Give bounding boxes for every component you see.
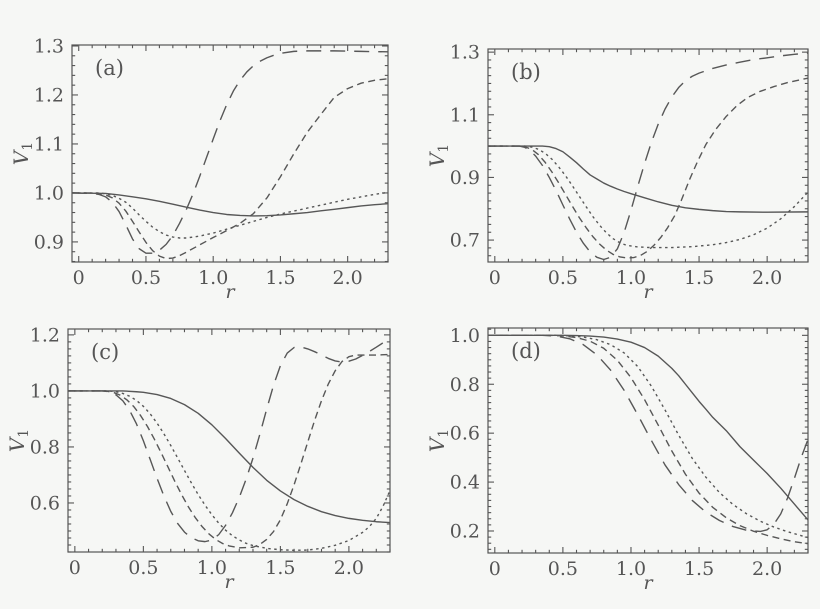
panel-b-x-axis-label: r — [643, 281, 654, 303]
panel-c-series-short-dash — [68, 353, 391, 549]
panel-d-letter: (d) — [511, 339, 541, 363]
panel-a-y-axis-label: V1 — [9, 142, 36, 165]
panel-d-x-axis-label: r — [643, 572, 654, 594]
panel-d-series-solid — [488, 334, 809, 521]
panel-d-x-tick-label: 0 — [489, 558, 501, 580]
panel-a-series-dotted — [72, 191, 389, 239]
panel-d-y-axis-label: V1 — [425, 429, 452, 452]
panel-b-series-long-dash — [488, 52, 809, 261]
panel-c-x-axis-label: r — [224, 571, 235, 593]
panel-b-y-tick-label: 1.1 — [450, 104, 480, 126]
panel-d-x-tick-label: 1.5 — [684, 558, 714, 580]
panel-d-frame — [487, 327, 809, 554]
panel-d-y-tick-label: 0.8 — [450, 374, 480, 396]
panel-a: 0 0.5 1.0 1.5 2.0 0.9 1.0 1.1 1.2 1.3 r V1 (a) — [9, 35, 389, 303]
panel-a-series-solid — [71, 192, 389, 217]
panel-d-y-tick-label: 0.6 — [450, 423, 480, 445]
panel-b-x-tick-label: 0 — [489, 267, 501, 289]
panel-c-series-solid — [68, 390, 391, 524]
panel-b-frame — [487, 48, 809, 263]
panel-d-x-tick-label: 0.5 — [548, 558, 578, 580]
panel-c-y-tick-label: 1.2 — [30, 324, 60, 346]
panel-b-series-dotted — [488, 145, 809, 249]
panel-a-x-tick-label: 1.5 — [265, 267, 295, 289]
panel-c-y-tick-label: 0.8 — [30, 436, 60, 458]
panel-d-series-short-dash — [488, 334, 809, 545]
panel-c-x-tick-label: 1.0 — [197, 557, 227, 579]
panel-b-y-axis-label: V1 — [425, 144, 452, 167]
panel-b-letter: (b) — [511, 60, 541, 84]
panel-b-x-tick-label: 1.0 — [616, 267, 646, 289]
panel-b-x-tick-label: 1.5 — [684, 267, 714, 289]
panel-c-x-tick-label: 0.5 — [128, 557, 158, 579]
panel-c-x-tick-label: 0 — [69, 557, 81, 579]
panel-a-x-axis-label: r — [225, 281, 236, 303]
panel-c-y-axis-label: V1 — [5, 429, 32, 452]
panel-c-x-tick-label: 1.5 — [265, 557, 295, 579]
panel-c: 0 0.5 1.0 1.5 2.0 0.6 0.8 1.0 1.2 r V1 (c) — [5, 324, 391, 593]
panel-d-x-tick-label: 1.0 — [616, 558, 646, 580]
panel-d-y-tick-label: 0.2 — [450, 520, 480, 542]
panel-a-series-long-dash — [71, 50, 389, 254]
panel-a-x-tick-label: 1.0 — [198, 267, 228, 289]
panel-b-y-tick-label: 1.3 — [450, 42, 480, 64]
panel-c-y-tick-label: 0.6 — [30, 492, 60, 514]
panel-d-y-tick-label: 0.4 — [450, 472, 480, 494]
panel-c-series-long-dash — [68, 337, 391, 543]
panel-d-y-tick-label: 1.0 — [450, 325, 480, 347]
panel-b-x-tick-label: 2.0 — [752, 267, 782, 289]
panel-a-x-tick-label: 0 — [73, 267, 85, 289]
panel-d-series-long-dash — [488, 334, 809, 533]
panel-a-y-tick-label: 1.1 — [34, 133, 64, 155]
panel-a-x-tick-label: 2.0 — [333, 267, 363, 289]
panel-b: 0 0.5 1.0 1.5 2.0 0.7 0.9 1.1 1.3 r V1 (b) — [425, 42, 809, 303]
panel-b-x-tick-label: 0.5 — [548, 267, 578, 289]
panel-c-y-tick-label: 1.0 — [30, 380, 60, 402]
panel-a-y-tick-label: 0.9 — [34, 231, 64, 253]
panel-b-series-solid — [488, 145, 809, 213]
panel-a-y-tick-label: 1.2 — [34, 84, 64, 106]
panel-c-x-tick-label: 2.0 — [334, 557, 364, 579]
panel-a-frame — [71, 44, 389, 263]
panel-c-frame — [67, 328, 391, 553]
panel-a-x-tick-label: 0.5 — [131, 267, 161, 289]
panel-b-y-tick-label: 0.9 — [450, 167, 480, 189]
panel-b-y-tick-label: 0.7 — [450, 230, 480, 252]
panel-d-x-tick-label: 2.0 — [752, 558, 782, 580]
panel-a-series-short-dash — [72, 78, 389, 260]
panel-a-y-tick-label: 1.0 — [34, 182, 64, 204]
panel-a-letter: (a) — [95, 56, 124, 80]
panel-c-letter: (c) — [91, 340, 119, 364]
panel-b-series-short-dash — [488, 77, 809, 259]
panel-a-y-tick-label: 1.3 — [34, 35, 64, 57]
panel-c-series-dotted — [68, 390, 391, 552]
